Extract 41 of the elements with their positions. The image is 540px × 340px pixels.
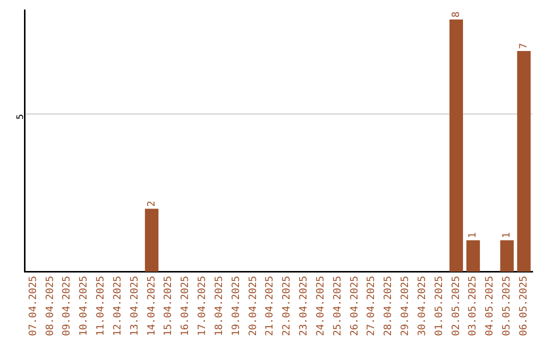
x-tick-label: 21.04.2025 [264,276,276,336]
bar [517,51,531,272]
x-tick-label: 05.05.2025 [502,276,513,336]
x-tick-label: 22.04.2025 [282,276,293,336]
data-label: 7 [518,42,530,50]
x-tick-label: 24.04.2025 [315,276,326,336]
x-tick-label: 28.04.2025 [383,276,394,336]
x-tick-label: 29.04.2025 [400,276,412,336]
x-tick-label: 11.04.2025 [96,276,107,336]
x-tick-label: 23.04.2025 [298,276,310,336]
bar [466,240,480,272]
x-tick-label: 25.04.2025 [332,276,344,336]
bar [500,240,514,272]
x-tick-label: 03.05.2025 [468,276,479,336]
x-tick-label: 30.04.2025 [416,276,428,336]
x-tick-label: 18.04.2025 [214,276,225,336]
x-tick-label: 01.05.2025 [434,276,445,336]
x-tick-label: 12.04.2025 [112,276,124,336]
x-tick-label: 19.04.2025 [230,276,242,336]
x-tick-label: 26.04.2025 [349,276,360,336]
x-tick-label: 20.04.2025 [248,276,259,336]
x-tick-label: 13.04.2025 [129,276,140,336]
x-tick-label: 06.05.2025 [518,276,530,336]
x-tick-label: 27.04.2025 [366,276,378,336]
bar [449,19,463,272]
data-label: 8 [450,11,462,18]
x-tick-label: 16.04.2025 [180,276,192,336]
data-label: 1 [468,232,479,238]
x-tick-label: 17.04.2025 [197,276,208,336]
x-tick-label: 10.04.2025 [78,276,90,336]
bar [144,208,158,272]
x-tick-label: 15.04.2025 [163,276,174,336]
data-label: 2 [146,200,158,207]
x-tick-label: 07.04.2025 [28,276,39,336]
data-label: 1 [502,232,513,238]
x-tick-label: 02.05.2025 [450,276,462,336]
x-tick-label: 14.04.2025 [146,276,158,336]
x-tick-label: 08.04.2025 [44,276,56,336]
x-tick-label: 04.05.2025 [484,276,496,336]
y-tick-label: 5 [16,114,26,120]
x-tick-label: 09.04.2025 [62,276,73,336]
